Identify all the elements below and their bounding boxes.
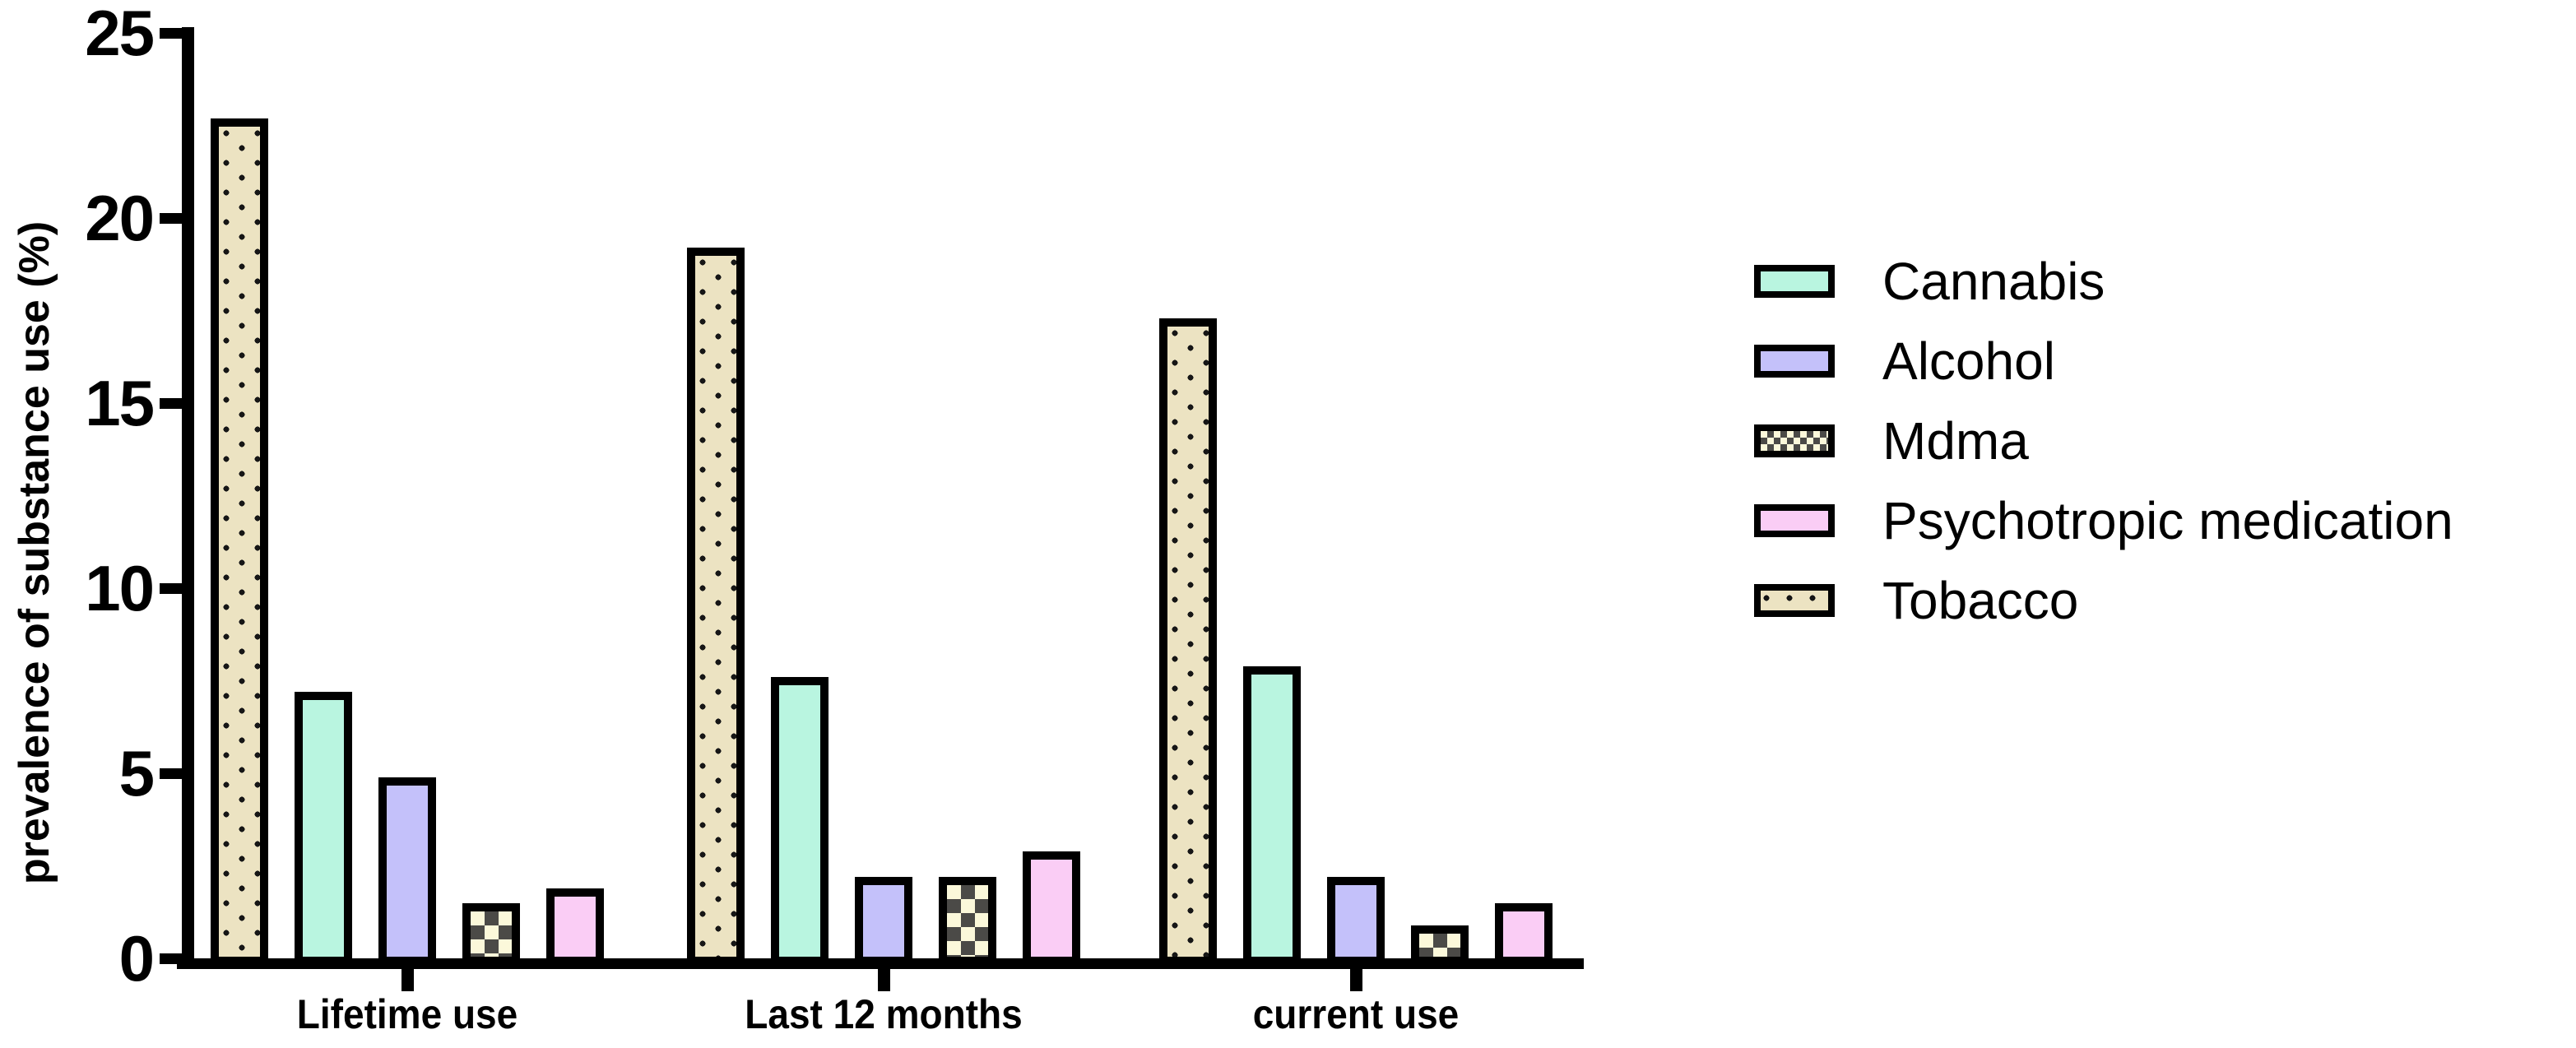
bar-tobacco bbox=[1159, 318, 1217, 965]
bar-psychotropic-medication bbox=[546, 888, 604, 965]
y-axis-tick-label: 10 bbox=[85, 552, 155, 624]
legend-item: Psychotropic medication bbox=[1754, 480, 2453, 560]
bar-cannabis bbox=[295, 692, 352, 965]
y-axis-tick-label: 20 bbox=[85, 182, 155, 254]
bar-mdma bbox=[1411, 925, 1469, 965]
x-axis-category-label: Last 12 months bbox=[745, 991, 1023, 1037]
bar-alcohol bbox=[855, 877, 912, 965]
bar-mdma bbox=[939, 877, 996, 965]
y-axis-tick bbox=[160, 28, 183, 39]
y-axis-tick bbox=[160, 213, 183, 224]
x-axis-category-label: current use bbox=[1252, 991, 1460, 1037]
legend-item: Mdma bbox=[1754, 401, 2453, 480]
y-axis-tick-label: 25 bbox=[85, 0, 155, 69]
y-axis-tick-label: 0 bbox=[118, 922, 155, 995]
y-axis-line bbox=[182, 27, 194, 969]
legend-item: Alcohol bbox=[1754, 321, 2453, 401]
x-axis-tick bbox=[878, 967, 890, 991]
y-axis-tick bbox=[160, 583, 183, 594]
legend-label: Alcohol bbox=[1882, 331, 2055, 391]
y-axis-tick-label: 15 bbox=[85, 367, 155, 439]
legend-swatch-mdma bbox=[1754, 424, 1835, 457]
legend-label: Cannabis bbox=[1882, 251, 2105, 311]
legend-label: Mdma bbox=[1882, 410, 2029, 471]
legend-label: Tobacco bbox=[1882, 570, 2079, 630]
y-axis-tick bbox=[160, 398, 183, 409]
bar-cannabis bbox=[771, 677, 828, 965]
legend: Cannabis Alcohol Mdma Psychotropic medicati… bbox=[1754, 241, 2453, 640]
bar-alcohol bbox=[378, 777, 436, 965]
legend-item: Tobacco bbox=[1754, 560, 2453, 640]
x-axis-tick bbox=[401, 967, 414, 991]
legend-swatch-psychotropic-medication bbox=[1754, 503, 1835, 537]
x-axis-tick bbox=[1350, 967, 1362, 991]
x-axis-category-label: Lifetime use bbox=[296, 991, 518, 1037]
bar-tobacco bbox=[687, 248, 745, 965]
bar-tobacco bbox=[211, 118, 268, 965]
bar-psychotropic-medication bbox=[1023, 851, 1080, 965]
y-axis-tick-label: 5 bbox=[118, 737, 155, 809]
legend-swatch-cannabis bbox=[1754, 264, 1835, 298]
bar-alcohol bbox=[1327, 877, 1385, 965]
y-axis-tick bbox=[160, 768, 183, 779]
y-axis-tick bbox=[160, 953, 183, 964]
bar-mdma bbox=[462, 902, 520, 965]
bar-cannabis bbox=[1243, 665, 1301, 965]
legend-label: Psychotropic medication bbox=[1882, 490, 2453, 550]
bar-psychotropic-medication bbox=[1495, 902, 1553, 965]
legend-item: Cannabis bbox=[1754, 241, 2453, 321]
legend-swatch-alcohol bbox=[1754, 344, 1835, 378]
legend-swatch-tobacco bbox=[1754, 583, 1835, 617]
